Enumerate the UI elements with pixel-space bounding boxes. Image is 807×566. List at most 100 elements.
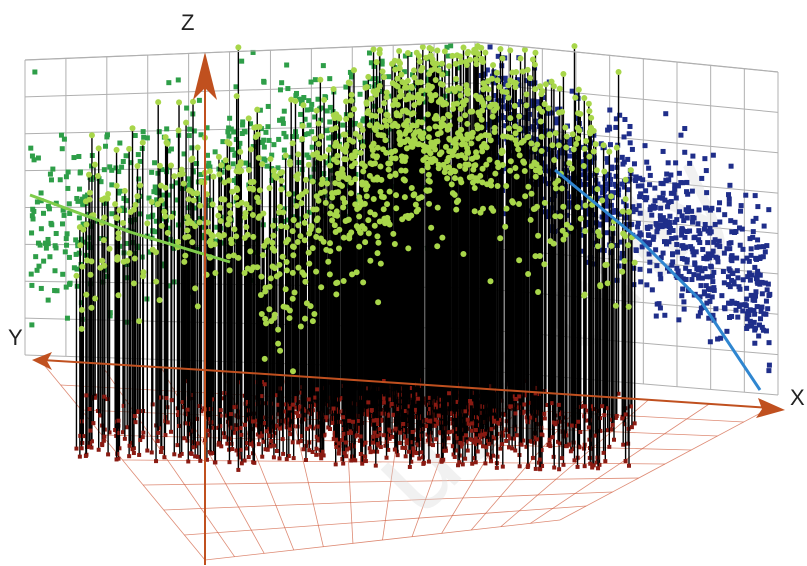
lime-point: [86, 196, 93, 203]
floor-point: [277, 456, 282, 461]
lime-point: [535, 105, 542, 112]
floor-point: [116, 418, 121, 423]
lime-point: [471, 208, 478, 215]
blue-point: [707, 225, 713, 231]
lime-point: [439, 234, 446, 241]
green-point: [175, 197, 181, 203]
lime-point: [241, 214, 248, 221]
floor-point: [334, 445, 339, 450]
blue-point: [658, 205, 664, 211]
lime-point: [560, 70, 567, 77]
lime-point: [496, 83, 503, 90]
lime-point: [418, 87, 425, 94]
green-point: [52, 268, 58, 274]
lime-point: [457, 105, 464, 112]
floor-point: [251, 443, 256, 448]
lime-point: [313, 268, 320, 275]
floor-point: [467, 437, 472, 442]
blue-point: [544, 214, 550, 220]
blue-point: [638, 191, 644, 197]
lime-point: [153, 249, 160, 256]
blue-point: [744, 255, 750, 261]
blue-point: [726, 192, 732, 198]
floor-point: [420, 455, 425, 460]
floor-point: [582, 464, 587, 469]
floor-point: [159, 445, 164, 450]
blue-point: [706, 315, 712, 321]
green-point: [74, 195, 80, 201]
green-point: [196, 197, 202, 203]
blue-point: [691, 272, 697, 278]
green-point: [166, 192, 172, 198]
green-point: [305, 131, 311, 137]
lime-point: [586, 108, 593, 115]
floor-point: [457, 460, 462, 465]
lime-point: [347, 190, 354, 197]
floor-point: [486, 441, 491, 446]
blue-point: [644, 159, 650, 165]
floor-point: [92, 395, 97, 400]
blue-point: [578, 172, 584, 178]
floor-point: [632, 421, 637, 426]
blue-point: [735, 314, 741, 320]
lime-point: [293, 203, 300, 210]
blue-point: [716, 238, 722, 244]
lime-point: [387, 173, 394, 180]
lime-point: [552, 185, 559, 192]
lime-point: [78, 306, 85, 313]
blue-point: [555, 106, 561, 112]
floor-point: [434, 437, 439, 442]
lime-point: [161, 208, 168, 215]
floor-point: [498, 446, 503, 451]
lime-point: [528, 140, 535, 147]
blue-point: [679, 228, 685, 234]
green-point: [265, 124, 271, 130]
green-point: [78, 300, 84, 306]
blue-point: [752, 311, 758, 317]
lime-point: [212, 269, 219, 276]
floor-point: [471, 424, 476, 429]
green-point: [58, 132, 64, 138]
green-point: [71, 265, 77, 271]
floor-point: [387, 436, 392, 441]
lime-point: [215, 212, 222, 219]
lime-point: [531, 205, 538, 212]
floor-point: [410, 429, 415, 434]
green-point: [65, 185, 71, 191]
blue-point: [717, 200, 723, 206]
green-point: [213, 238, 219, 244]
floor-point: [301, 447, 306, 452]
lime-point: [258, 311, 265, 318]
lime-point: [396, 47, 403, 54]
lime-point: [282, 152, 289, 159]
blue-point: [627, 176, 633, 182]
green-point: [67, 280, 73, 286]
green-point: [76, 153, 82, 159]
floor-point: [513, 427, 518, 432]
lime-point: [313, 233, 320, 240]
floor-point: [368, 450, 373, 455]
lime-point: [508, 134, 515, 141]
blue-point: [745, 308, 751, 314]
blue-point: [642, 143, 648, 149]
blue-point: [629, 221, 635, 227]
lime-point: [333, 208, 340, 215]
blue-point: [747, 277, 753, 283]
lime-point: [270, 222, 277, 229]
green-point: [212, 149, 218, 155]
lime-point: [283, 259, 290, 266]
lime-point: [336, 181, 343, 188]
blue-point: [658, 222, 664, 228]
lime-point: [532, 86, 539, 93]
lime-point: [519, 68, 526, 75]
floor-point: [238, 426, 243, 431]
lime-point: [340, 131, 347, 138]
green-point: [243, 160, 249, 166]
floor-point: [405, 404, 410, 409]
lime-point: [148, 198, 155, 205]
green-point: [109, 182, 115, 188]
lime-point: [324, 180, 331, 187]
floor-point: [511, 436, 516, 441]
blue-point: [492, 73, 498, 79]
floor-point: [377, 441, 382, 446]
